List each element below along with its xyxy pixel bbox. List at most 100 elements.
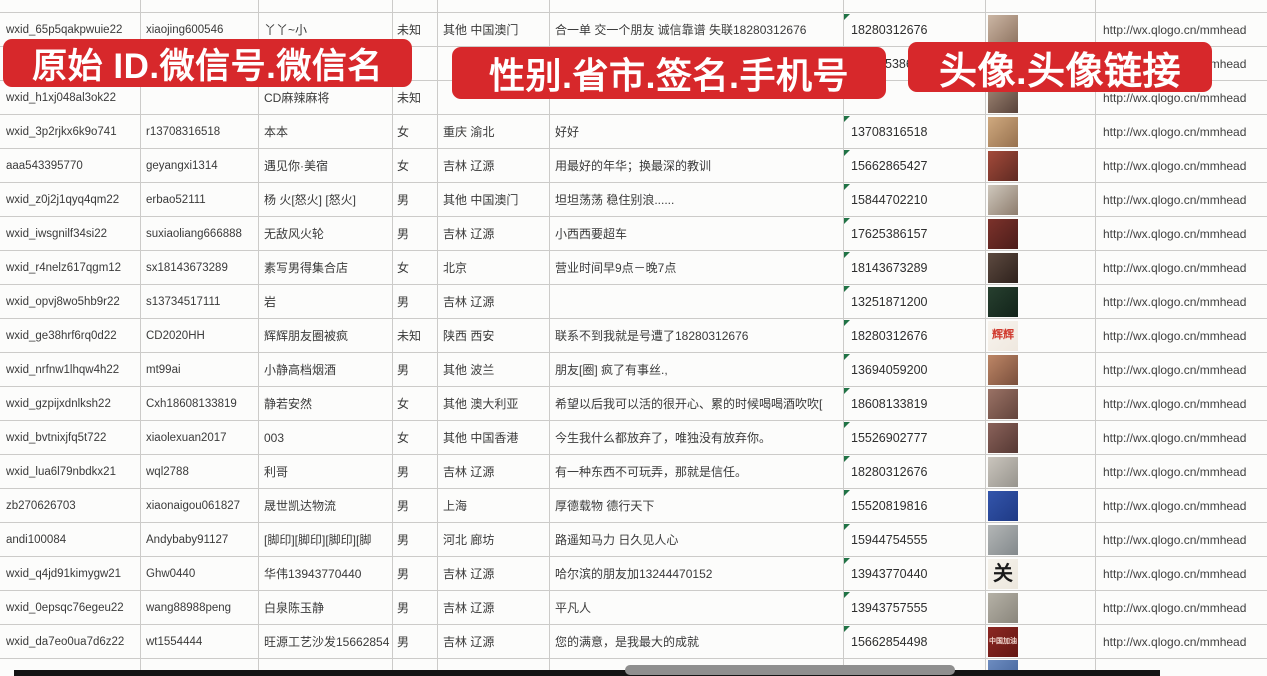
cell-original-id[interactable]: wxid_3p2rjkx6k9o741 <box>6 125 117 138</box>
cell-wechat-name[interactable]: CD麻辣麻将 <box>264 91 330 105</box>
cell-avatar-link[interactable]: http://wx.qlogo.cn/mmhead <box>1103 532 1247 547</box>
avatar-qr-code-blue[interactable] <box>988 490 1018 521</box>
cell-avatar-link[interactable]: http://wx.qlogo.cn/mmhead <box>1103 124 1247 139</box>
cell-wechat-id[interactable]: xiaojing600546 <box>146 23 224 36</box>
cell-signature[interactable]: 今生我什么都放弃了，唯独没有放弃你。 <box>555 431 772 445</box>
cell-wechat-name[interactable]: 华伟13943770440 <box>264 567 362 581</box>
cell-phone-number[interactable]: 18280312676 <box>843 455 985 488</box>
cell-signature[interactable]: 好好 <box>555 125 580 139</box>
cell-wechat-id[interactable]: Ghw0440 <box>146 567 196 580</box>
cell-phone-number[interactable]: 13943757555 <box>843 591 985 624</box>
cell-gender[interactable]: 未知 <box>397 23 422 37</box>
cell-gender[interactable]: 男 <box>397 567 410 581</box>
cell-wechat-id[interactable]: xiaolexuan2017 <box>146 431 227 444</box>
cell-gender[interactable]: 男 <box>397 635 410 649</box>
cell-wechat-name[interactable]: 003 <box>264 430 285 445</box>
cell-wechat-id[interactable]: CD2020HH <box>146 329 205 342</box>
cell-wechat-name[interactable]: 旺源工艺沙发15662854 <box>264 635 390 649</box>
cell-wechat-id[interactable]: sx18143673289 <box>146 261 228 274</box>
cell-phone-number[interactable]: 15662865427 <box>843 149 985 182</box>
avatar-woman-sunglasses[interactable] <box>988 354 1018 385</box>
cell-wechat-name[interactable]: 岩 <box>264 295 277 309</box>
avatar-gray-portrait[interactable] <box>988 456 1018 487</box>
cell-wechat-name[interactable]: 杨 火[怒火] [怒火] <box>264 193 357 207</box>
cell-signature[interactable]: 朋友[圈] 疯了有事丝., <box>555 363 668 377</box>
cell-phone-number[interactable]: 15944754555 <box>843 523 985 556</box>
cell-avatar[interactable]: 中国加油 <box>985 625 1095 658</box>
cell-phone-number[interactable]: 13694059200 <box>843 353 985 386</box>
cell-phone-number[interactable]: 18143673289 <box>843 251 985 284</box>
avatar-red-text-banner[interactable]: 中国加油 <box>988 626 1018 657</box>
cell-gender[interactable]: 女 <box>397 159 410 173</box>
cell-avatar[interactable] <box>985 251 1095 284</box>
cell-wechat-id[interactable]: Andybaby91127 <box>146 533 229 546</box>
cell-avatar-link[interactable]: http://wx.qlogo.cn/mmhead <box>1103 362 1247 377</box>
cell-avatar-link[interactable]: http://wx.qlogo.cn/mmhead <box>1103 634 1247 649</box>
cell-province-city[interactable]: 吉林 辽源 <box>443 295 495 309</box>
cell-avatar[interactable] <box>985 421 1095 454</box>
cell-avatar[interactable] <box>985 489 1095 522</box>
cell-phone-number[interactable]: 18280312676 <box>843 13 985 46</box>
cell-signature[interactable]: 小西西要超车 <box>555 227 628 241</box>
cell-avatar[interactable] <box>985 217 1095 250</box>
avatar-group-photo[interactable] <box>988 150 1018 181</box>
cell-signature[interactable]: 联系不到我就是号遭了18280312676 <box>555 329 749 343</box>
avatar-woman-long-hair[interactable] <box>988 14 1018 45</box>
cell-signature[interactable]: 路遥知马力 日久见人心 <box>555 533 679 547</box>
cell-phone-number[interactable]: 15526902777 <box>843 421 985 454</box>
cell-wechat-id[interactable]: suxiaoliang666888 <box>146 227 242 240</box>
cell-province-city[interactable]: 其他 中国香港 <box>443 431 519 445</box>
cell-province-city[interactable]: 北京 <box>443 261 468 275</box>
cell-province-city[interactable]: 其他 中国澳门 <box>443 23 519 37</box>
cell-wechat-name[interactable]: 丫丫~小 <box>264 23 308 37</box>
cell-province-city[interactable]: 吉林 辽源 <box>443 635 495 649</box>
cell-gender[interactable]: 男 <box>397 601 410 615</box>
cell-phone-number[interactable]: 15520819816 <box>843 489 985 522</box>
cell-gender[interactable]: 未知 <box>397 91 422 105</box>
cell-original-id[interactable]: wxid_h1xj048al3ok22 <box>6 91 116 104</box>
cell-province-city[interactable]: 陕西 西安 <box>443 329 495 343</box>
cell-avatar-link[interactable]: http://wx.qlogo.cn/mmhead <box>1103 158 1247 173</box>
avatar-woman-selfie[interactable] <box>988 388 1018 419</box>
cell-original-id[interactable]: wxid_ge38hrf6rq0d22 <box>6 329 117 342</box>
cell-original-id[interactable]: aaa543395770 <box>6 159 83 172</box>
cell-wechat-id[interactable]: mt99ai <box>146 363 181 376</box>
cell-wechat-name[interactable]: 辉辉朋友圈被疯 <box>264 329 349 343</box>
cell-original-id[interactable]: zb270626703 <box>6 499 76 512</box>
cell-original-id[interactable]: wxid_gzpijxdnlksh22 <box>6 397 111 410</box>
cell-avatar[interactable] <box>985 115 1095 148</box>
cell-avatar[interactable]: 关 <box>985 557 1095 590</box>
cell-wechat-name[interactable]: 遇见你·美宿 <box>264 159 328 173</box>
cell-avatar[interactable] <box>985 387 1095 420</box>
cell-avatar[interactable] <box>985 523 1095 556</box>
cell-avatar[interactable] <box>985 455 1095 488</box>
cell-avatar-link[interactable]: http://wx.qlogo.cn/mmhead <box>1103 328 1247 343</box>
cell-phone-number[interactable]: 18280312676 <box>843 319 985 352</box>
avatar-storefront-night[interactable] <box>988 252 1018 283</box>
cell-avatar-link[interactable]: http://wx.qlogo.cn/mmhead <box>1103 396 1247 411</box>
cell-province-city[interactable]: 吉林 辽源 <box>443 159 495 173</box>
avatar-tan-scene[interactable] <box>988 116 1018 147</box>
cell-signature[interactable]: 合一单 交一个朋友 诚信靠谱 失联18280312676 <box>555 23 807 37</box>
cell-avatar-link[interactable]: http://wx.qlogo.cn/mmhead <box>1103 464 1247 479</box>
cell-gender[interactable]: 男 <box>397 465 410 479</box>
cell-signature[interactable] <box>549 285 843 318</box>
cell-wechat-name[interactable]: 无敌风火轮 <box>264 227 325 241</box>
avatar-person-in-car[interactable] <box>988 184 1018 215</box>
avatar-dark-green-road[interactable] <box>988 286 1018 317</box>
cell-original-id[interactable]: wxid_opvj8wo5hb9r22 <box>6 295 120 308</box>
cell-signature[interactable]: 有一种东西不可玩弄，那就是信任。 <box>555 465 748 479</box>
cell-avatar-link[interactable]: http://wx.qlogo.cn/mmhead <box>1103 566 1247 581</box>
cell-avatar-link[interactable]: http://wx.qlogo.cn/mmhead <box>1103 192 1247 207</box>
cell-wechat-id[interactable]: r13708316518 <box>146 125 221 138</box>
cell-gender[interactable]: 男 <box>397 499 410 513</box>
cell-wechat-name[interactable]: 小静高档烟酒 <box>264 363 337 377</box>
bottom-scrubber-handle[interactable] <box>625 665 955 675</box>
cell-wechat-name[interactable]: 本本 <box>264 125 289 139</box>
cell-phone-number[interactable]: 15662854498 <box>843 625 985 658</box>
cell-gender[interactable]: 男 <box>397 193 410 207</box>
cell-original-id[interactable]: wxid_nrfnw1lhqw4h22 <box>6 363 120 376</box>
cell-signature[interactable]: 营业时间早9点－晚7点 <box>555 261 677 275</box>
cell-phone-number[interactable]: 13251871200 <box>843 285 985 318</box>
cell-avatar[interactable]: 辉辉 <box>985 319 1095 352</box>
